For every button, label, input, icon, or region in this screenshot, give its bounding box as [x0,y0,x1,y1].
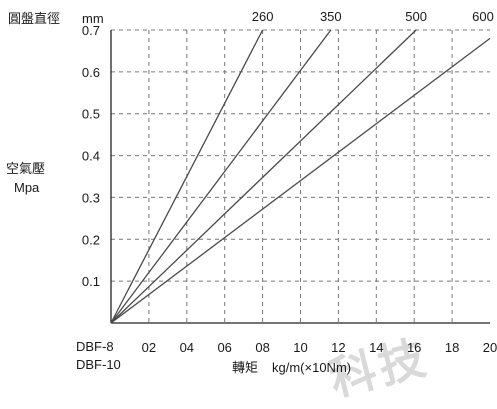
x-left-label-1: DBF-8 [76,339,114,354]
x-left-label-2: DBF-10 [76,357,121,372]
x-tick-label: 20 [483,340,497,355]
chart-canvas: 0.1 0.2 0.3 0.4 0.5 0.6 0.7 02 04 06 08 10 12 14 16 18 2… [82,9,497,355]
y-tick-label: 0.6 [82,65,100,80]
x-tick-label: 08 [255,340,269,355]
x-tick-label: 16 [407,340,421,355]
series-label-350: 350 [320,9,342,24]
y-title-line1: 空氣壓 [6,161,46,176]
x-tick-label: 04 [180,340,194,355]
series-line-600 [110,37,491,324]
series-line-260 [110,29,264,324]
series-label-500: 500 [405,9,427,24]
y-tick-label: 0.2 [82,232,100,247]
y-title-line2: Mpa [14,180,40,195]
diameter-unit: mm [82,11,104,26]
diameter-label: 圓盤直徑 [8,11,61,26]
x-tick-label: 06 [217,340,231,355]
y-tick-label: 0.3 [82,190,100,205]
x-title-unit: kg/m(×10Nm) [272,360,352,375]
x-tick-label: 18 [445,340,459,355]
x-tick-label: 12 [331,340,345,355]
y-tick-label: 0.5 [82,107,100,122]
series-label-260: 260 [252,9,274,24]
y-tick-label: 0.1 [82,274,100,289]
y-tick-label: 0.7 [82,23,100,38]
series-line-350 [110,29,332,324]
x-tick-label: 02 [142,340,156,355]
x-tick-label: 10 [293,340,307,355]
x-title: 轉矩 [232,360,259,375]
x-tick-label: 14 [369,340,383,355]
series-line-500 [110,29,417,324]
y-tick-label: 0.4 [82,149,100,164]
series-label-600: 600 [472,9,494,24]
